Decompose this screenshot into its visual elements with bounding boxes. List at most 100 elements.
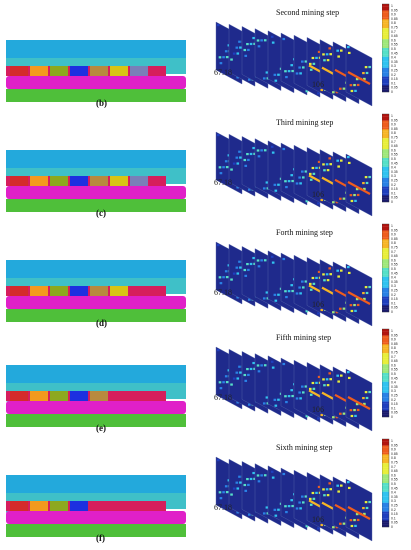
plot-title: Sixth mining step [276, 443, 333, 452]
x-axis-value: 106 [312, 515, 324, 524]
coal-block [110, 286, 128, 296]
coal-block [130, 66, 148, 76]
colorbar-tick: 0.95 [391, 333, 398, 337]
colorbar-tick: 0 [391, 90, 393, 94]
colorbar-tick: 0.4 [391, 166, 396, 170]
colorbar-tick: 0.1 [391, 301, 396, 305]
colorbar-tick: 0.85 [391, 237, 398, 241]
colorbar-tick: 0.15 [391, 512, 398, 516]
colorbar-tick: 0.2 [391, 508, 396, 512]
panel-label: (b) [96, 98, 107, 108]
colorbar-tick: 0.3 [391, 499, 396, 503]
strata-model [6, 365, 186, 427]
colorbar-tick: 0.7 [391, 250, 396, 254]
colorbar-tick: 0.5 [391, 157, 396, 161]
colorbar-tick: 0.45 [391, 161, 398, 165]
slice [345, 478, 373, 542]
z-axis-value: 67.18 [214, 178, 232, 187]
coal-block [50, 501, 68, 511]
x-axis-value: 106 [312, 300, 324, 309]
colorbar-tick: 0.35 [391, 385, 398, 389]
coal-block [10, 66, 28, 76]
panel-b: (b) Second mining step 67.18 106 1 0.95 0.9 0.8… [0, 0, 411, 108]
colorbar-tick: 0.45 [391, 376, 398, 380]
colorbar-tick: 0.8 [391, 346, 396, 350]
colorbar-tick: 0.25 [391, 394, 398, 398]
panel-c: (c) Third mining step 67.18 106 1 0.95 0.9 0.85… [0, 110, 411, 218]
strata-model [6, 260, 186, 322]
panel-label: (d) [96, 318, 107, 328]
coal-block [50, 286, 68, 296]
plot-title: Third mining step [276, 118, 334, 127]
z-axis-value: 67.18 [214, 503, 232, 512]
colorbar-tick: 0.25 [391, 69, 398, 73]
colorbar-tick: 0.75 [391, 26, 398, 30]
colorbar-tick: 0.35 [391, 170, 398, 174]
colorbar-tick: 0.05 [391, 411, 398, 415]
floor-stratum [6, 186, 186, 199]
colorbar-tick: 0.9 [391, 123, 396, 127]
colorbar: 10.950.90.850.80.750.70.650.60.550.50.45… [382, 113, 398, 204]
coal-block [70, 176, 88, 186]
slice [345, 368, 373, 432]
colorbar-tick: 0.4 [391, 381, 396, 385]
colorbar-tick: 0.75 [391, 351, 398, 355]
colorbar-tick: 0.85 [391, 452, 398, 456]
colorbar-tick: 0.5 [391, 372, 396, 376]
bottom-stratum [6, 414, 186, 427]
coal-block [30, 501, 48, 511]
slice [345, 43, 373, 107]
colorbar-tick: 0.2 [391, 293, 396, 297]
panel-d: (d) Forth mining step 67.18 106 1 0.95 0.9 0.85… [0, 220, 411, 328]
colorbar-tick: 1 [391, 114, 393, 118]
colorbar-tick: 0.8 [391, 241, 396, 245]
colorbar-tick: 0.5 [391, 482, 396, 486]
colorbar-tick: 0.35 [391, 280, 398, 284]
top-stratum [6, 150, 186, 172]
colorbar-tick: 0.15 [391, 297, 398, 301]
slice-stack [215, 456, 373, 542]
x-axis-value: 106 [312, 80, 324, 89]
slice-stack [215, 131, 373, 217]
colorbar-tick: 1 [391, 4, 393, 8]
colorbar-tick: 0.3 [391, 174, 396, 178]
coal-block [50, 391, 68, 401]
coal-block [90, 66, 108, 76]
top-stratum [6, 40, 186, 62]
bottom-stratum [6, 524, 186, 537]
colorbar-tick: 0.95 [391, 443, 398, 447]
coal-block [70, 391, 88, 401]
colorbar-tick: 0.75 [391, 136, 398, 140]
slice-stack [215, 21, 373, 107]
colorbar-tick: 0.3 [391, 64, 396, 68]
floor-stratum [6, 401, 186, 414]
panel-e: (e) Fifth mining step 67.18 106 1 0.95 0.9 0.85… [0, 325, 411, 433]
colorbar: 10.950.90.850.80.750.70.650.60.550.50.45… [382, 328, 398, 419]
colorbar-tick: 0.5 [391, 267, 396, 271]
bottom-stratum [6, 199, 186, 212]
colorbar-tick: 0.65 [391, 144, 398, 148]
colorbar-tick: 0.15 [391, 402, 398, 406]
colorbar-tick: 0.25 [391, 179, 398, 183]
colorbar-tick: 0.65 [391, 359, 398, 363]
coal-block [90, 391, 108, 401]
coal-block [10, 501, 28, 511]
coal-block [70, 66, 88, 76]
top-stratum [6, 260, 186, 282]
colorbar-tick: 0.5 [391, 47, 396, 51]
colorbar-tick: 0.35 [391, 60, 398, 64]
coal-block [90, 286, 108, 296]
colorbar-tick: 0.1 [391, 516, 396, 520]
colorbar-tick: 0.25 [391, 504, 398, 508]
slice [345, 263, 373, 327]
coal-block [50, 176, 68, 186]
slice-stack [215, 241, 373, 327]
colorbar-tick: 0.7 [391, 355, 396, 359]
coal-block [70, 286, 88, 296]
colorbar-tick: 0.75 [391, 246, 398, 250]
x-axis-value: 106 [312, 405, 324, 414]
colorbar-tick: 0.95 [391, 8, 398, 12]
colorbar-tick: 0.6 [391, 473, 396, 477]
plot-title: Second mining step [276, 8, 340, 17]
coal-block [30, 66, 48, 76]
